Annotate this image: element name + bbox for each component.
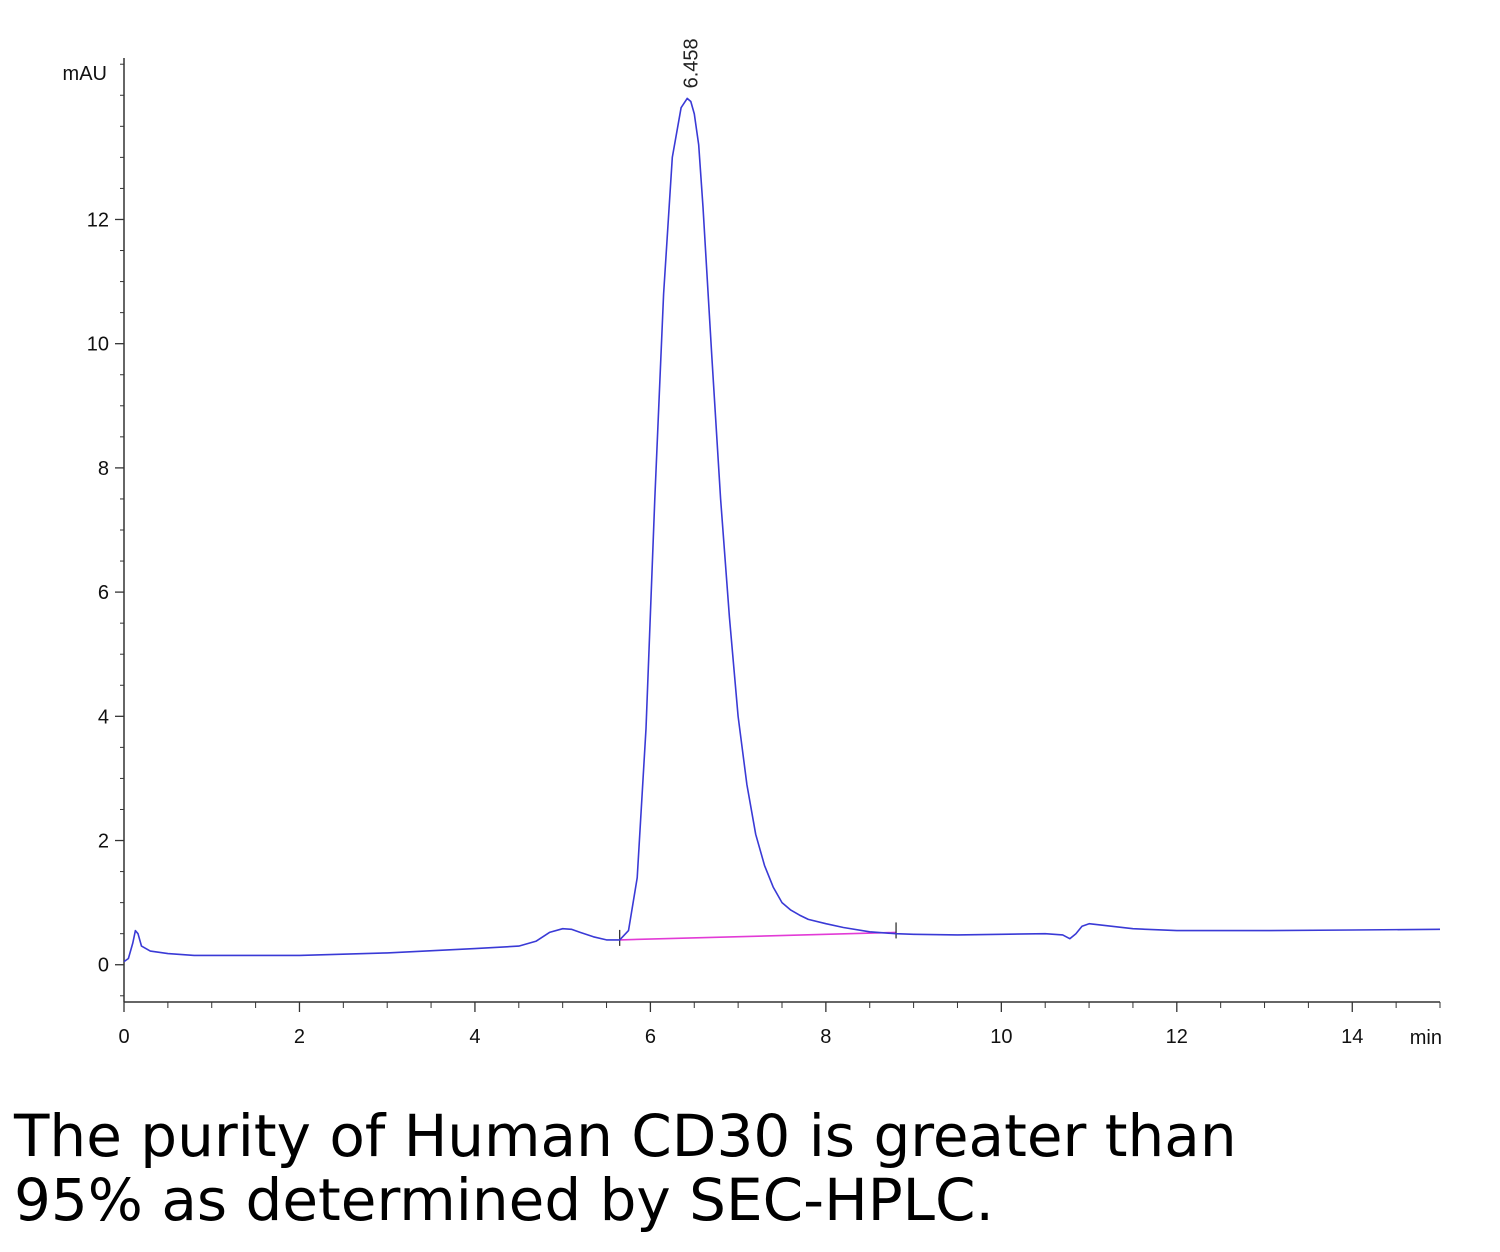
x-tick-label: 4 [469,1026,480,1048]
integration-baseline [619,931,897,941]
y-tick-label: 12 [87,209,109,231]
x-axis-unit-label: min [1410,1027,1442,1049]
y-tick-label: 8 [98,458,109,480]
x-tick-label: 12 [1166,1026,1188,1048]
caption-line-1: The purity of Human CD30 is greater than [14,1102,1237,1170]
x-tick-label: 6 [645,1026,656,1048]
purity-caption: The purity of Human CD30 is greater than… [14,1104,1414,1232]
caption-line-2: 95% as determined by SEC-HPLC. [14,1166,994,1234]
x-tick-label: 10 [990,1026,1012,1048]
x-tick-label: 0 [118,1026,129,1048]
y-tick-label: 2 [98,831,109,853]
y-axis-unit-label: mAU [63,63,107,85]
plot-area: 6.458 [123,38,1441,963]
y-tick-label: 6 [98,582,109,604]
y-tick-label: 0 [98,955,109,977]
chromatogram-trace [123,97,1441,963]
y-tick-label: 4 [98,706,109,728]
chromatogram-chart: 0 2 4 6 8 10 12 0 2 4 6 8 10 12 14 6.458 mAU min [63,38,1442,1049]
x-tick-label: 2 [294,1026,305,1048]
y-tick-label: 10 [87,334,109,356]
peak-retention-label: 6.458 [681,38,703,88]
x-tick-label: 14 [1341,1026,1363,1048]
x-tick-label: 8 [820,1026,831,1048]
axes: 0 2 4 6 8 10 12 0 2 4 6 8 10 12 14 [87,58,1441,1048]
